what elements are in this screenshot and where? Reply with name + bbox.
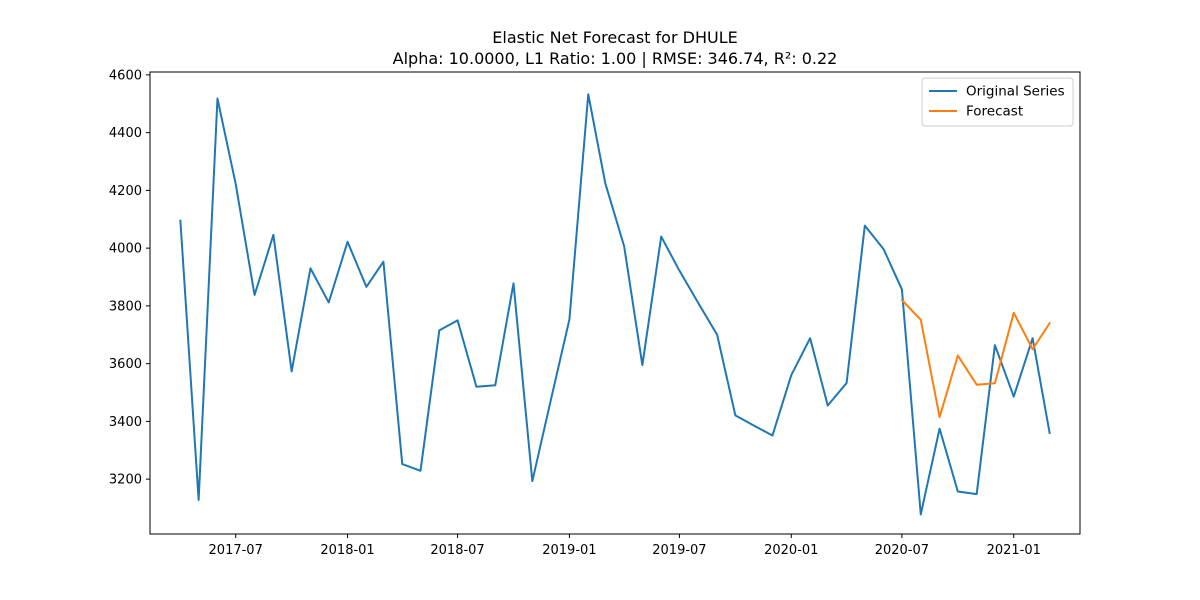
plot-frame [149,71,1081,535]
y-axis: 3200 3400 3600 3800 4000 4200 4400 4600 [109,68,150,488]
y-tick-label: 4200 [109,184,142,199]
y-tick-label: 4600 [109,68,142,83]
legend-label-original-series: Original Series [966,84,1065,100]
y-tick-label: 3800 [109,299,142,314]
series-line-forecast [900,298,1051,419]
chart-title: Elastic Net Forecast for DHULE [492,28,737,47]
x-tick-label: 2019-01 [542,543,596,558]
x-tick-label: 2018-01 [320,543,374,558]
y-tick-label: 3200 [109,473,142,488]
x-axis: 2017-07 2018-01 2018-07 2019-01 2019-07 2020-… [209,534,1041,558]
x-tick-label: 2020-07 [875,543,929,558]
x-tick-label: 2021-01 [987,543,1041,558]
x-tick-label: 2020-01 [764,543,818,558]
series-layer [179,93,1051,516]
y-tick-label: 3600 [109,357,142,372]
y-tick-label: 3400 [109,415,142,430]
y-tick-label: 4400 [109,126,142,141]
x-tick-label: 2018-07 [430,543,484,558]
x-tick-label: 2017-07 [209,543,263,558]
legend-label-forecast: Forecast [966,104,1023,120]
y-tick-label: 4000 [109,242,142,257]
legend-box [921,77,1074,127]
x-tick-label: 2019-07 [652,543,706,558]
legend: Original Series Forecast [921,77,1074,127]
chart-subtitle: Alpha: 10.0000, L1 Ratio: 1.00 | RMSE: 3… [393,49,838,68]
series-line-original-series [179,93,1051,516]
